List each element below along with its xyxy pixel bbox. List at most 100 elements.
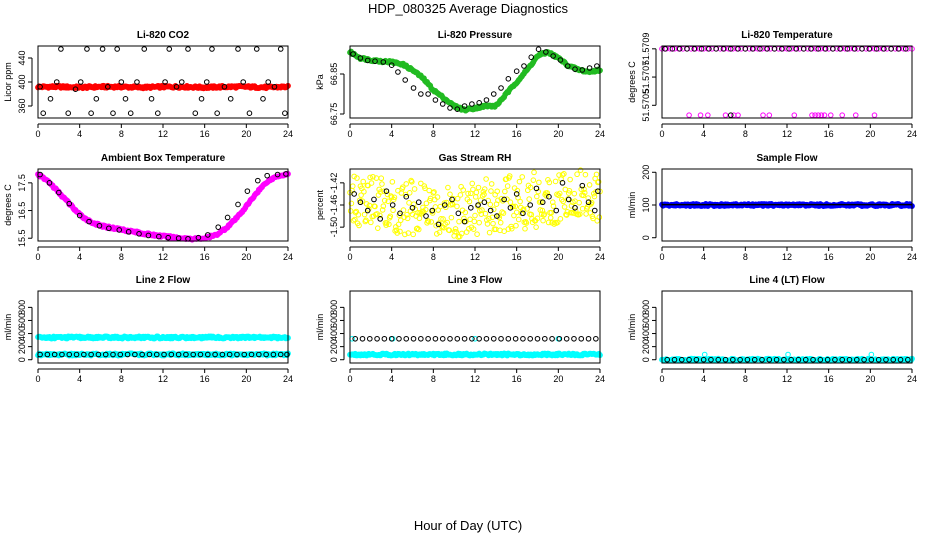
data-point — [757, 46, 763, 52]
data-point — [395, 69, 401, 75]
data-point — [418, 91, 424, 97]
data-point — [385, 198, 391, 205]
y-axis-label: ml/min — [627, 314, 637, 341]
x-tick-label: 12 — [782, 252, 792, 262]
data-point — [456, 218, 462, 225]
data-point — [476, 100, 482, 106]
data-point — [139, 351, 145, 358]
data-point — [376, 186, 382, 193]
x-tick-label: 8 — [743, 129, 748, 139]
data-point — [469, 335, 475, 342]
data-point — [374, 211, 380, 217]
data-point — [53, 79, 60, 85]
x-tick-label: 8 — [431, 374, 436, 384]
data-point — [465, 190, 471, 197]
data-point — [475, 184, 482, 191]
data-point — [447, 191, 453, 198]
data-point — [56, 189, 62, 196]
data-point — [390, 207, 396, 214]
y-tick-label: 0 — [329, 357, 339, 362]
data-point — [791, 112, 798, 118]
data-point — [577, 167, 584, 173]
y-tick-label: 600 — [17, 313, 27, 328]
data-point — [410, 85, 417, 91]
data-point — [484, 221, 491, 227]
data-point — [467, 216, 473, 223]
data-point — [432, 97, 439, 103]
data-point — [472, 212, 478, 219]
x-tick-label: 16 — [512, 129, 522, 139]
data-point — [520, 210, 526, 217]
data-point — [224, 214, 231, 221]
data-point — [701, 351, 708, 358]
data-point — [528, 54, 535, 61]
series-secondary — [37, 171, 289, 242]
data-point — [434, 231, 440, 237]
data-point — [355, 211, 362, 218]
data-point — [504, 183, 511, 189]
data-point — [582, 171, 589, 178]
data-point — [351, 173, 357, 180]
data-point — [364, 57, 371, 64]
data-point — [534, 215, 541, 222]
data-point — [499, 209, 505, 215]
data-point — [377, 189, 384, 195]
panel-3: Ambient Box Temperature 0 4 8 12 16 20 24 15.5 16… — [3, 153, 293, 262]
data-point — [591, 207, 598, 214]
data-point — [567, 176, 573, 183]
data-point — [488, 181, 495, 187]
y-tick-label: 800 — [641, 300, 651, 315]
data-point — [399, 184, 406, 190]
data-point — [203, 79, 210, 85]
data-point — [72, 86, 79, 92]
y-tick-label: 800 — [17, 300, 27, 315]
data-point — [132, 351, 138, 358]
data-point — [513, 68, 520, 74]
data-point — [415, 226, 422, 233]
y-axis-label: ml/min — [3, 314, 13, 341]
data-point — [487, 207, 494, 214]
panel-0: Li-820 CO2 0 4 8 12 16 20 24 360 400 440 Licor ppm — [3, 30, 293, 139]
data-point — [533, 224, 539, 230]
data-point — [282, 110, 288, 116]
data-point — [405, 230, 412, 236]
panel-title: Li-820 CO2 — [137, 30, 190, 41]
data-point — [669, 46, 676, 52]
y-axis-label: percent — [315, 189, 325, 220]
data-point — [117, 351, 124, 358]
data-point — [453, 229, 460, 235]
x-tick-label: 20 — [553, 129, 563, 139]
data-point — [359, 335, 366, 342]
data-point — [393, 227, 400, 233]
x-tick-label: 8 — [119, 129, 124, 139]
data-point — [590, 215, 596, 222]
data-point — [560, 198, 566, 205]
data-point — [439, 335, 446, 342]
data-point — [468, 204, 474, 211]
data-point — [265, 79, 272, 85]
data-point — [839, 112, 846, 118]
data-point — [818, 112, 825, 118]
panel-1: Li-820 Pressure 0 4 8 12 16 20 24 66.75 66.85 kPa — [315, 30, 605, 139]
data-point — [215, 224, 222, 230]
data-point — [66, 351, 73, 358]
data-point — [124, 351, 131, 358]
data-point — [705, 112, 711, 118]
data-point — [507, 204, 514, 211]
data-point — [379, 207, 386, 213]
data-point — [586, 182, 593, 188]
data-point — [859, 46, 865, 52]
data-point — [234, 351, 240, 358]
data-point — [379, 181, 385, 187]
data-point — [706, 46, 712, 52]
data-point — [561, 204, 568, 210]
data-point — [540, 217, 546, 224]
x-tick-label: 24 — [595, 129, 605, 139]
data-point — [541, 335, 548, 342]
x-tick-label: 24 — [283, 252, 293, 262]
data-point — [260, 96, 266, 102]
data-point — [175, 351, 182, 358]
data-point — [515, 216, 522, 223]
